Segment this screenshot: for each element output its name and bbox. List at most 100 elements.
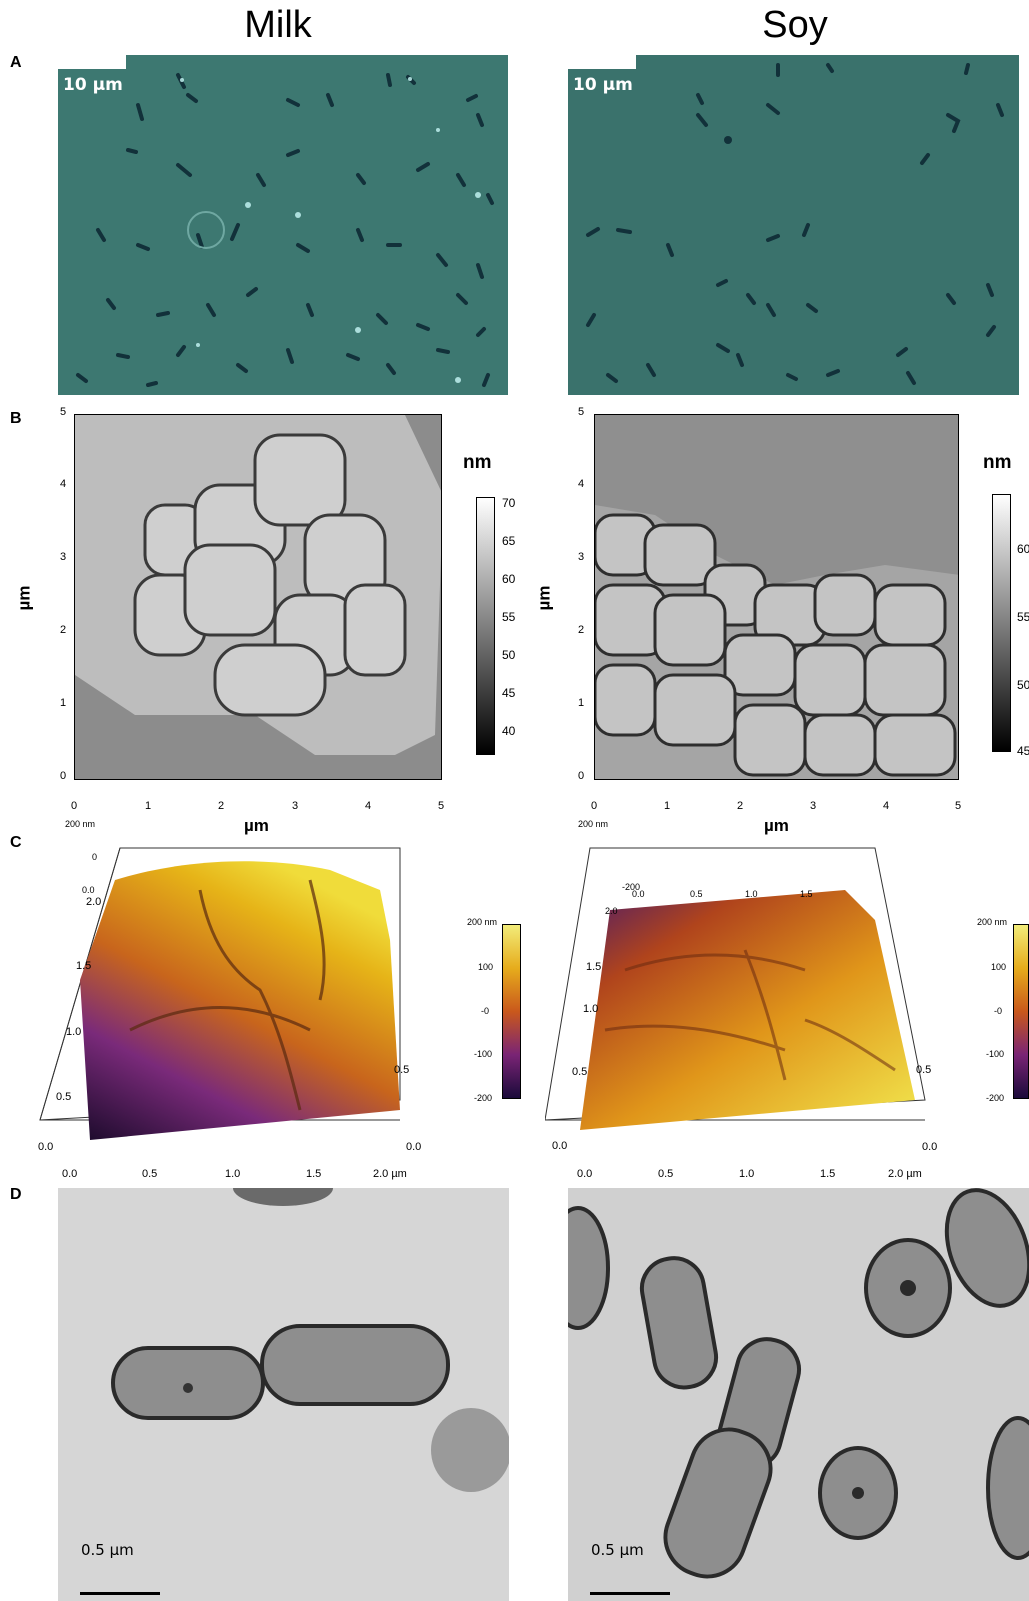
colorbar-tick: -0 <box>481 1006 490 1016</box>
back-tick: 2.0 <box>605 906 618 916</box>
colorbar-3d-soy <box>1013 924 1029 1099</box>
z-axis-top-label: 200 nm <box>65 819 96 829</box>
colorbar-tick: 60 <box>1017 542 1029 556</box>
afm-3d-soy <box>545 847 926 1130</box>
x-tick: 0.5 <box>658 1168 674 1180</box>
back-tick: 0.0 <box>632 889 645 899</box>
colorbar-tick: 50 <box>1017 678 1029 692</box>
colorbar-soy <box>992 494 1011 752</box>
y-tick: 3 <box>578 551 585 563</box>
y-tick: 0.5 <box>572 1066 588 1078</box>
bacteria-milk-image <box>58 55 508 395</box>
afm-3d-milk <box>39 847 401 1140</box>
colorbar-tick: 100 <box>991 962 1007 972</box>
colorbar-tick: 45 <box>1017 744 1029 758</box>
y-tick: 2.0 <box>86 896 102 908</box>
y-tick: 0 <box>578 770 585 782</box>
x-tick: 2.0 µm <box>373 1168 407 1180</box>
x-tick: 2 <box>218 800 225 812</box>
x-tick: 2.0 µm <box>888 1168 922 1180</box>
x-tick: 3 <box>810 800 817 812</box>
colorbar-unit: nm <box>983 452 1012 473</box>
colorbar-milk <box>476 497 495 755</box>
side-tick: 0.0 <box>406 1141 422 1153</box>
y-tick: 1 <box>60 697 67 709</box>
x-tick: 2 <box>737 800 744 812</box>
x-tick: 1.0 <box>225 1168 241 1180</box>
x-tick: 5 <box>438 800 445 812</box>
x-tick: 1.5 <box>306 1168 322 1180</box>
y-tick: 5 <box>60 406 67 418</box>
side-tick: 0.5 <box>394 1064 410 1076</box>
scale-bar-box <box>58 55 126 69</box>
y-tick: 1.0 <box>583 1003 599 1015</box>
y-tick: 1.5 <box>586 961 602 973</box>
x-tick: 0 <box>591 800 598 812</box>
colorbar-top-label: 200 nm <box>977 917 1008 927</box>
back-tick: 0.0 <box>82 885 95 895</box>
x-tick: 3 <box>292 800 299 812</box>
x-tick: 0.0 <box>62 1168 78 1180</box>
y-tick: 2 <box>578 624 585 636</box>
colorbar-tick: 45 <box>502 686 516 700</box>
micrograph-milk: 10 µm <box>58 55 508 395</box>
tem-soy: 0.5 µm <box>568 1188 1029 1601</box>
back-tick: 0 <box>92 852 98 862</box>
back-tick: 0.5 <box>690 889 703 899</box>
x-tick: 1.5 <box>820 1168 836 1180</box>
back-tick: -200 <box>622 882 641 892</box>
afm-2d-soy <box>594 414 959 780</box>
row-label-c: C <box>10 834 22 851</box>
colorbar-tick: 55 <box>1017 610 1029 624</box>
tem-milk: 0.5 µm <box>58 1188 509 1601</box>
scale-bar-box <box>568 55 636 69</box>
x-tick: 4 <box>883 800 890 812</box>
origin-tick: 0.0 <box>38 1141 54 1153</box>
x-tick: 1 <box>664 800 671 812</box>
colorbar-tick: -100 <box>986 1049 1005 1059</box>
y-axis-label: µm <box>14 585 34 611</box>
scale-bar <box>590 1592 670 1595</box>
row-label-b: B <box>10 410 22 427</box>
y-tick: 3 <box>60 551 67 563</box>
x-tick: 0 <box>71 800 78 812</box>
x-axis-label: µm <box>244 816 269 835</box>
afm-milk-image <box>75 415 441 779</box>
side-tick: 0.5 <box>916 1064 932 1076</box>
colorbar-3d-milk <box>502 924 521 1099</box>
colorbar-top-label: 200 nm <box>467 917 498 927</box>
colorbar-tick: -0 <box>994 1006 1003 1016</box>
colorbar-tick: -100 <box>474 1049 493 1059</box>
origin-tick: 0.0 <box>552 1140 568 1152</box>
y-tick: 1 <box>578 697 585 709</box>
x-tick: 4 <box>365 800 372 812</box>
tem-milk-image <box>58 1188 509 1601</box>
colorbar-tick: 60 <box>502 572 516 586</box>
colorbar-tick: 50 <box>502 648 516 662</box>
back-tick: 1.5 <box>800 889 813 899</box>
z-axis-top-label: 200 nm <box>578 819 609 829</box>
y-tick: 4 <box>60 478 67 490</box>
row-label-d: D <box>10 1186 22 1203</box>
colorbar-tick: 55 <box>502 610 516 624</box>
y-axis-label: µm <box>534 585 554 611</box>
tem-soy-image <box>568 1188 1029 1601</box>
column-title-milk: Milk <box>244 4 312 46</box>
back-tick: 1.0 <box>745 889 758 899</box>
colorbar-tick: 65 <box>502 534 516 548</box>
y-tick: 0.5 <box>56 1091 72 1103</box>
x-tick: 1 <box>145 800 152 812</box>
y-tick: 1.0 <box>66 1026 82 1038</box>
colorbar-tick: 100 <box>478 962 494 972</box>
scale-bar <box>80 1592 160 1595</box>
y-tick: 2 <box>60 624 67 636</box>
colorbar-tick: -200 <box>474 1093 493 1103</box>
side-tick: 0.0 <box>922 1141 938 1153</box>
scale-label-soy-d: 0.5 µm <box>591 1541 644 1559</box>
x-tick: 0.5 <box>142 1168 158 1180</box>
x-tick: 1.0 <box>739 1168 755 1180</box>
column-title-soy: Soy <box>762 4 828 46</box>
scale-label-soy-a: 10 µm <box>573 75 633 95</box>
y-tick: 1.5 <box>76 960 92 972</box>
bacteria-soy-image <box>568 55 1019 395</box>
